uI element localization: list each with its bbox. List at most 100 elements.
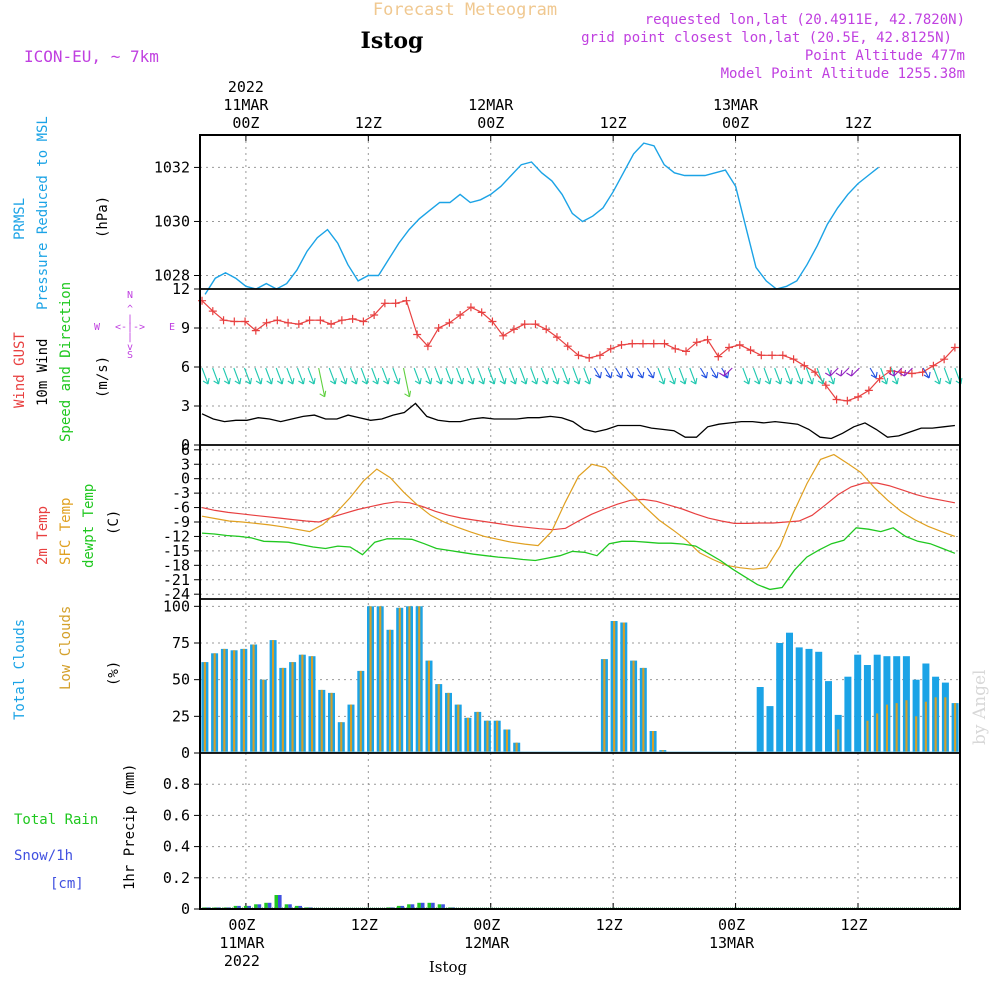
gust-marker: [445, 318, 454, 327]
wind-labels: Wind GUST 10m Wind Speed and Direction (…: [12, 282, 175, 442]
low-clouds-bar: [837, 729, 840, 753]
wind-direction-arrow: [880, 367, 889, 385]
t2m-label: 2m Temp: [35, 506, 51, 565]
credit-watermark: by Angel: [970, 670, 990, 746]
rain-bar: [417, 902, 421, 909]
low-clouds-bar: [613, 621, 616, 753]
wind-direction-arrow: [466, 367, 475, 385]
gust-marker: [639, 339, 648, 348]
low-clouds-bar: [223, 648, 226, 753]
gust-marker: [832, 395, 841, 404]
point-altitude: Point Altitude 477m: [805, 48, 965, 64]
wind-ytick-label: 6: [181, 358, 190, 376]
low-clouds-bar: [252, 644, 255, 753]
temp-ytick-label: 6: [181, 441, 190, 459]
low-clouds-bar: [632, 660, 635, 753]
wind-direction-arrow: [519, 367, 528, 385]
rain-bar: [294, 905, 299, 909]
low-clouds-bar: [924, 701, 927, 753]
wind-direction-arrow: [243, 367, 252, 385]
wind-gust-label: Wind GUST: [12, 332, 28, 408]
wind-direction-arrow: [625, 367, 634, 379]
low-clouds-bar: [281, 667, 284, 753]
rain-bar: [396, 905, 401, 909]
gust-marker: [660, 339, 669, 348]
low-clouds-bar: [233, 650, 236, 753]
wind-direction-arrow: [615, 367, 624, 379]
bottom-hour-label: 00Z: [473, 916, 500, 934]
wind-direction-arrow: [456, 367, 465, 385]
wind-direction-arrow: [275, 367, 284, 385]
low-clouds-bar: [496, 720, 499, 753]
snow-bar: [288, 904, 292, 909]
low-clouds-bar: [242, 648, 245, 753]
clouds-labels: Total Clouds Low Clouds (%): [12, 606, 122, 720]
wind-direction-arrow: [824, 367, 839, 377]
wind-direction-arrow: [604, 367, 613, 379]
clouds-ytick-label: 50: [172, 671, 190, 689]
gust-marker: [940, 355, 949, 364]
low-clouds-bar: [379, 606, 382, 753]
wind-direction-arrow: [752, 367, 761, 385]
wind-direction-arrow: [742, 367, 751, 385]
top-hour-label: 12Z: [600, 114, 627, 132]
wind-direction-arrow: [583, 367, 592, 385]
snow-bar: [247, 905, 251, 909]
gust-marker: [595, 351, 604, 360]
rain-bar: [274, 895, 279, 909]
low-clouds-bar: [311, 656, 314, 753]
compass-rose: N ^ | W <-|-> E | v S: [94, 290, 175, 361]
snow-bar: [257, 904, 262, 909]
wind-direction-arrow: [795, 367, 804, 385]
gust-marker: [617, 340, 626, 349]
gust-marker: [413, 330, 422, 339]
gust-marker: [531, 320, 540, 329]
compass-arrows: <-|->: [115, 322, 145, 333]
low-clouds-bar: [642, 667, 645, 753]
rain-bar: [427, 902, 432, 909]
gust-marker: [327, 320, 336, 329]
wind-direction-arrow: [593, 367, 602, 379]
low-clouds-bar: [466, 717, 469, 753]
gust-marker: [305, 316, 314, 325]
top-date-label: 11MAR: [223, 96, 269, 114]
wind-direction-arrow: [710, 367, 719, 379]
gust-marker: [714, 352, 723, 361]
gust-marker: [466, 303, 475, 312]
dewpt-line: [201, 527, 956, 591]
low-clouds-bar: [262, 679, 265, 753]
wind-direction-arrow: [487, 367, 496, 385]
compass-e: E: [169, 322, 175, 333]
wind-direction-arrow: [668, 367, 677, 385]
gust-marker: [854, 392, 863, 401]
gust-marker: [456, 311, 465, 319]
gust-marker: [262, 318, 271, 327]
low-clouds-bar: [359, 670, 362, 753]
gust-marker: [682, 347, 691, 356]
snow-bar: [431, 902, 435, 909]
gust-marker: [520, 320, 529, 329]
total-clouds-label: Total Clouds: [12, 619, 28, 720]
gust-marker: [509, 325, 518, 334]
bottom-hour-label: 12Z: [840, 916, 867, 934]
clouds-unit: (%): [106, 661, 122, 686]
pressure-ytick-label: 1028: [154, 266, 190, 284]
precip-ytick-label: 0.2: [163, 869, 190, 887]
gust-marker: [628, 339, 637, 348]
model-altitude: Model Point Altitude 1255.38m: [721, 66, 965, 82]
snow-bar: [410, 904, 415, 909]
pressure-unit: (hPa): [95, 196, 111, 238]
snow-bar: [420, 902, 425, 909]
snow-bar: [400, 905, 405, 909]
rain-bar: [264, 902, 268, 909]
low-clouds-bar: [885, 704, 888, 753]
grid-point-coords: grid point closest lon,lat (20.5E, 42.81…: [581, 30, 952, 46]
precip-ytick-label: 0.6: [163, 806, 190, 824]
wind-direction-arrow: [699, 367, 708, 379]
total-clouds-bar: [786, 632, 793, 753]
precip-panel-frame: [199, 752, 961, 910]
gust-marker: [208, 307, 217, 316]
temp-ytick-label: -15: [163, 542, 190, 560]
low-clouds-bar: [437, 684, 440, 753]
